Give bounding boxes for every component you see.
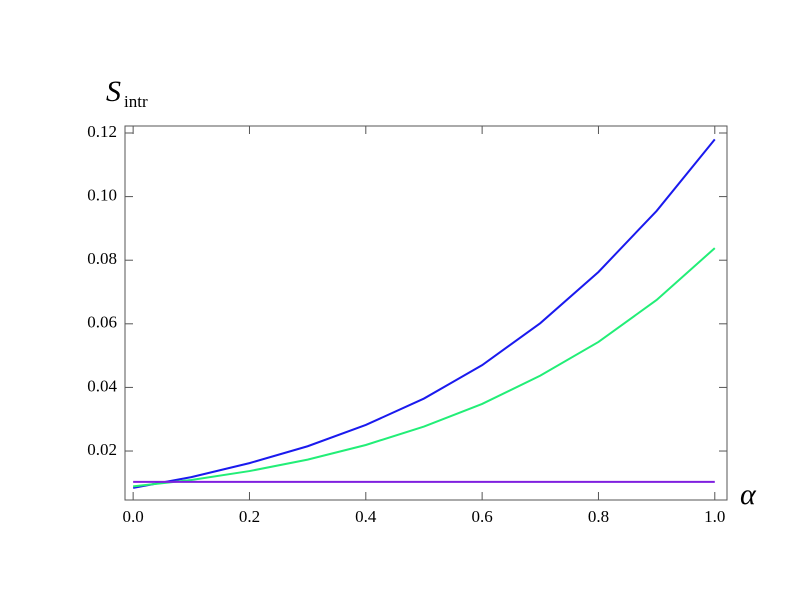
plot-frame [124, 125, 728, 501]
x-axis-label: α [740, 478, 757, 511]
series-line [132, 138, 716, 489]
y-tick-label: 0.06 [87, 313, 117, 332]
y-axis-label-subscript: intr [124, 92, 148, 111]
x-tick-label: 0.8 [588, 507, 609, 526]
y-axis-label: S [106, 75, 121, 108]
y-tick-label: 0.04 [87, 376, 117, 395]
y-tick-label: 0.12 [87, 122, 117, 141]
y-tick-label: 0.02 [87, 440, 117, 459]
y-tick-label: 0.08 [87, 249, 117, 268]
y-tick-label: 0.10 [87, 186, 117, 205]
series-line [133, 247, 716, 488]
x-tick-label: 0.6 [472, 507, 493, 526]
x-tick-label: 1.0 [704, 507, 725, 526]
x-tick-label: 0.0 [123, 507, 144, 526]
x-tick-label: 0.4 [355, 507, 377, 526]
x-tick-label: 0.2 [239, 507, 260, 526]
